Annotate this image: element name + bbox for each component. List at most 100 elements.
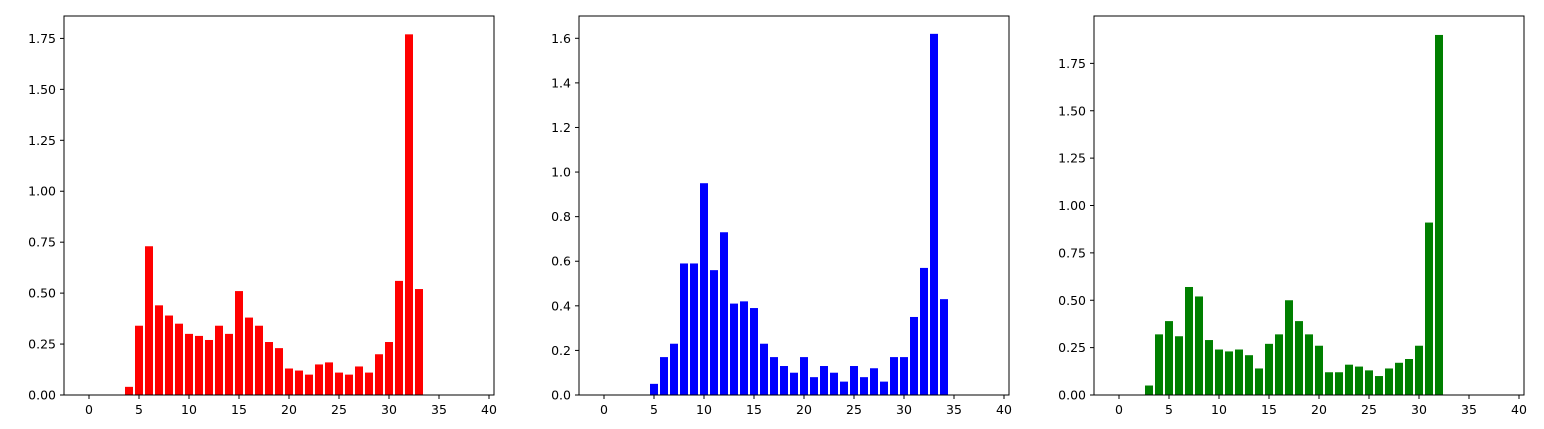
x-tick-label: 40 xyxy=(1511,402,1527,417)
bar-red-14 xyxy=(225,333,233,395)
bar-blue-31 xyxy=(910,316,918,395)
bar-red-33 xyxy=(415,289,423,395)
y-tick-label: 0.8 xyxy=(551,209,571,224)
y-tick-label: 0.75 xyxy=(28,235,56,250)
bar-red-20 xyxy=(285,368,293,395)
bar-red-13 xyxy=(215,325,223,395)
y-tick-label: 0.4 xyxy=(551,298,571,313)
x-tick-label: 10 xyxy=(696,402,712,417)
bar-chart-red: 0 5 10 15 20 25 30 35 40 0.00 0.25 0.50 0.75 1.00 1.25… xyxy=(28,15,497,417)
bar-green-19 xyxy=(1305,334,1313,395)
bar-green-30 xyxy=(1415,345,1423,395)
bar-green-29 xyxy=(1405,359,1413,395)
bar-blue-34 xyxy=(940,299,948,395)
x-tick-label: 30 xyxy=(896,402,912,417)
bar-red-28 xyxy=(365,372,373,395)
bar-blue-21 xyxy=(810,377,818,395)
bar-red-30 xyxy=(385,342,393,395)
bar-blue-17 xyxy=(770,357,778,395)
x-tick-label: 0 xyxy=(85,402,93,417)
x-tick-label: 20 xyxy=(281,402,297,417)
bar-blue-28 xyxy=(880,381,888,395)
x-tick-label: 30 xyxy=(381,402,397,417)
bar-green-13 xyxy=(1245,355,1253,395)
y-tick-label: 1.75 xyxy=(28,31,56,46)
y-tick-label: 0.6 xyxy=(551,254,571,269)
bar-red-24 xyxy=(325,362,333,395)
bar-green-7 xyxy=(1185,286,1193,395)
y-tick-label: 1.0 xyxy=(551,165,571,180)
x-tick-label: 15 xyxy=(1261,402,1277,417)
x-tick-label: 10 xyxy=(1211,402,1227,417)
bar-blue-27 xyxy=(870,368,878,395)
bar-red-27 xyxy=(355,366,363,395)
bar-red-22 xyxy=(305,374,313,395)
bar-red-31 xyxy=(395,280,403,395)
bar-chart-blue: 0 5 10 15 20 25 30 35 40 0.0 0.2 0.4 0.6 0.8 1.0 1.2 1.4… xyxy=(551,15,1012,417)
y-tick-label: 1.75 xyxy=(1058,56,1086,71)
bar-green-9 xyxy=(1205,340,1213,395)
bar-green-20 xyxy=(1315,345,1323,395)
bar-red-5 xyxy=(135,325,143,395)
bar-blue-11 xyxy=(710,270,718,395)
bar-green-12 xyxy=(1235,349,1243,395)
bar-blue-19 xyxy=(790,372,798,395)
bar-blue-9 xyxy=(690,263,698,395)
bar-red-29 xyxy=(375,354,383,395)
bar-red-19 xyxy=(275,348,283,395)
bar-green-25 xyxy=(1365,370,1373,395)
bar-blue-7 xyxy=(670,343,678,395)
bar-green-15 xyxy=(1265,343,1273,395)
bar-blue-30 xyxy=(900,357,908,395)
plot-frame xyxy=(578,15,1010,396)
bar-green-8 xyxy=(1195,296,1203,395)
bar-blue-12 xyxy=(720,232,728,395)
x-tick-label: 10 xyxy=(181,402,197,417)
bar-red-32 xyxy=(405,34,413,396)
bar-green-28 xyxy=(1395,362,1403,395)
bar-red-25 xyxy=(335,372,343,395)
y-tick-label: 1.4 xyxy=(551,75,571,90)
x-tick-label: 40 xyxy=(996,402,1012,417)
x-tick-label: 40 xyxy=(481,402,497,417)
bar-green-31 xyxy=(1425,222,1433,395)
bar-red-6 xyxy=(145,246,153,395)
y-tick-label: 1.2 xyxy=(551,120,571,135)
bar-blue-18 xyxy=(780,366,788,395)
bar-green-26 xyxy=(1375,376,1383,395)
bar-blue-26 xyxy=(860,377,868,395)
x-tick-label: 35 xyxy=(431,402,447,417)
bar-red-26 xyxy=(345,374,353,395)
bar-green-5 xyxy=(1165,321,1173,395)
bar-red-9 xyxy=(175,323,183,395)
bar-red-11 xyxy=(195,335,203,395)
y-tick-label: 0.0 xyxy=(551,388,571,403)
bar-red-15 xyxy=(235,291,243,395)
y-tick-label: 0.50 xyxy=(28,286,56,301)
bar-blue-25 xyxy=(850,366,858,395)
bar-green-22 xyxy=(1335,372,1343,395)
y-tick-label: 0.75 xyxy=(1058,245,1086,260)
x-tick-label: 0 xyxy=(600,402,608,417)
x-tick-label: 20 xyxy=(796,402,812,417)
y-tick-label: 1.50 xyxy=(1058,103,1086,118)
x-tick-label: 35 xyxy=(946,402,962,417)
bar-chart-green: 0 5 10 15 20 25 30 35 40 0.00 0.25 0.50 0.75 1.00 1.25… xyxy=(1058,15,1527,417)
bar-blue-6 xyxy=(660,357,668,395)
x-tick-label: 15 xyxy=(231,402,247,417)
bar-green-27 xyxy=(1385,368,1393,395)
bar-red-17 xyxy=(255,325,263,395)
bar-green-18 xyxy=(1295,321,1303,395)
bar-green-23 xyxy=(1345,364,1353,395)
y-tick-label: 0.25 xyxy=(28,337,56,352)
bar-green-11 xyxy=(1225,351,1233,395)
bar-red-23 xyxy=(315,364,323,395)
x-tick-label: 5 xyxy=(1165,402,1173,417)
bar-green-3 xyxy=(1145,385,1153,395)
bar-green-4 xyxy=(1155,334,1163,395)
bar-red-10 xyxy=(185,333,193,395)
bar-green-17 xyxy=(1285,300,1293,395)
x-tick-label: 5 xyxy=(650,402,658,417)
bar-green-32 xyxy=(1435,34,1443,395)
